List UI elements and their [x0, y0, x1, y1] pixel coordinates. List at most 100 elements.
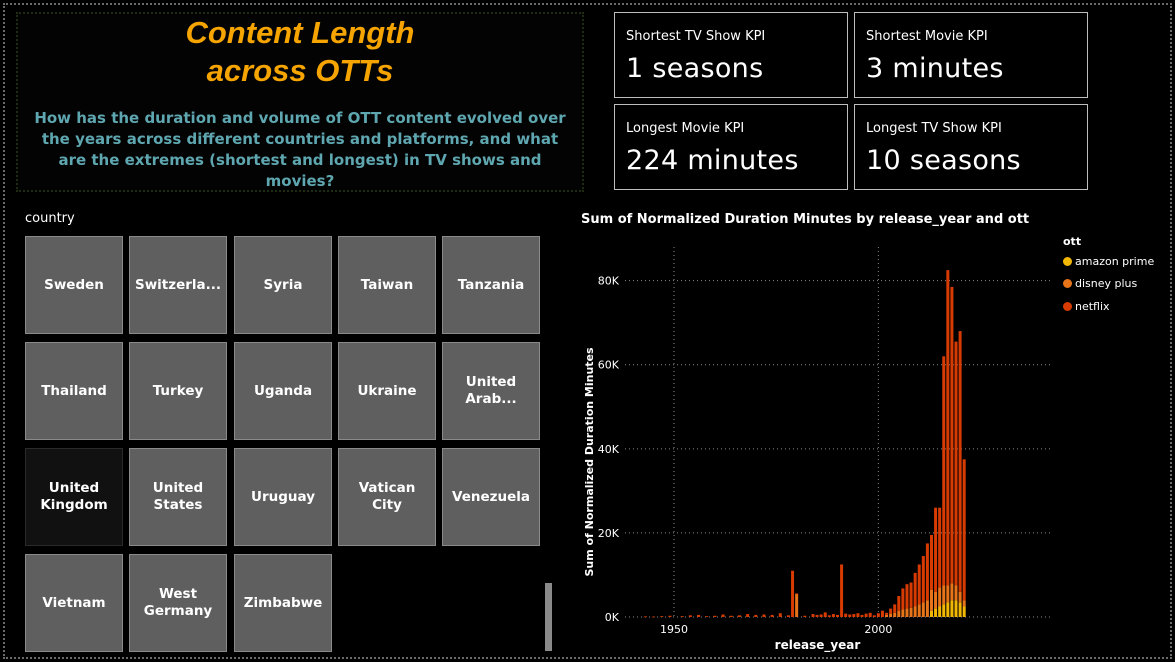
bar-netflix-1988[interactable] [827, 615, 831, 617]
bar-netflix-1994[interactable] [852, 614, 856, 617]
bar-netflix-1985[interactable] [815, 614, 819, 617]
bar-netflix-1999[interactable] [872, 615, 876, 617]
bar-netflix-1949[interactable] [668, 615, 672, 617]
country-tile-thailand[interactable]: Thailand [25, 342, 123, 440]
bar-disney-plus-2019[interactable] [954, 585, 958, 601]
bar-disney-plus-2013[interactable] [929, 589, 933, 611]
bar-netflix-1996[interactable] [860, 614, 864, 617]
bar-netflix-2020[interactable] [958, 331, 962, 592]
legend-item-amazon-prime[interactable]: amazon prime [1063, 255, 1154, 268]
bar-disney-plus-2014[interactable] [934, 591, 938, 609]
bar-disney-plus-1980[interactable] [795, 593, 799, 617]
country-tile-vatican-city[interactable]: Vatican City [338, 448, 436, 546]
bar-netflix-1962[interactable] [721, 614, 725, 617]
bar-netflix-1972[interactable] [762, 614, 766, 617]
country-tile-switzerland[interactable]: Switzerla... [129, 236, 227, 334]
bar-disney-plus-2003[interactable] [889, 613, 893, 617]
country-tile-uruguay[interactable]: Uruguay [234, 448, 332, 546]
bar-netflix-1978[interactable] [786, 615, 790, 617]
bar-netflix-1968[interactable] [746, 614, 750, 617]
bar-netflix-1956[interactable] [697, 614, 701, 617]
bar-amazon-prime-2014[interactable] [934, 608, 938, 617]
kpi-card-shortest-movie[interactable]: Shortest Movie KPI 3 minutes [854, 12, 1088, 98]
bar-netflix-2006[interactable] [901, 588, 905, 610]
bar-netflix-1998[interactable] [868, 612, 872, 617]
bar-netflix-1984[interactable] [811, 614, 815, 617]
bar-netflix-1997[interactable] [864, 613, 868, 617]
country-tile-united-kingdom[interactable]: United Kingdom [25, 448, 123, 546]
bar-netflix-2012[interactable] [925, 543, 929, 601]
country-tile-vietnam[interactable]: Vietnam [25, 554, 123, 652]
bar-disney-plus-2015[interactable] [938, 587, 942, 607]
bar-netflix-1991[interactable] [840, 564, 844, 617]
bar-netflix-1974[interactable] [770, 614, 774, 617]
bar-disney-plus-2009[interactable] [913, 606, 917, 617]
bar-netflix-1980[interactable] [795, 593, 799, 595]
bar-netflix-2013[interactable] [929, 535, 933, 590]
bar-amazon-prime-2018[interactable] [950, 600, 954, 617]
country-tile-taiwan[interactable]: Taiwan [338, 236, 436, 334]
bar-netflix-1993[interactable] [848, 614, 852, 617]
bar-netflix-2019[interactable] [954, 341, 958, 586]
kpi-card-longest-tv-show[interactable]: Longest TV Show KPI 10 seasons [854, 104, 1088, 190]
bar-amazon-prime-2021[interactable] [962, 606, 966, 617]
kpi-card-longest-movie[interactable]: Longest Movie KPI 224 minutes [614, 104, 848, 190]
bar-amazon-prime-2016[interactable] [942, 604, 946, 617]
bar-amazon-prime-2017[interactable] [946, 602, 950, 617]
bar-amazon-prime-2015[interactable] [938, 606, 942, 617]
legend-item-disney-plus[interactable]: disney plus [1063, 277, 1137, 290]
country-tile-sweden[interactable]: Sweden [25, 236, 123, 334]
bar-netflix-1987[interactable] [823, 612, 827, 617]
bar-disney-plus-2011[interactable] [921, 602, 925, 617]
country-tile-zimbabwe[interactable]: Zimbabwe [234, 554, 332, 652]
slicer-scrollbar[interactable] [545, 583, 552, 651]
bar-disney-plus-2006[interactable] [901, 609, 905, 617]
country-tile-syria[interactable]: Syria [234, 236, 332, 334]
bar-netflix-2004[interactable] [893, 604, 897, 613]
bar-netflix-1970[interactable] [754, 614, 758, 617]
country-tile-venezuela[interactable]: Venezuela [442, 448, 540, 546]
bar-netflix-1976[interactable] [778, 613, 782, 617]
bar-netflix-1958[interactable] [705, 616, 709, 617]
bar-netflix-1943[interactable] [643, 616, 647, 618]
bar-disney-plus-2020[interactable] [958, 591, 962, 603]
bar-disney-plus-2016[interactable] [942, 585, 946, 605]
bar-disney-plus-2002[interactable] [885, 614, 889, 617]
bar-netflix-2009[interactable] [913, 572, 917, 607]
bar-netflix-2018[interactable] [950, 286, 954, 584]
bar-disney-plus-2017[interactable] [946, 585, 950, 603]
country-tile-tanzania[interactable]: Tanzania [442, 236, 540, 334]
bar-netflix-2017[interactable] [946, 270, 950, 586]
bar-netflix-2002[interactable] [885, 612, 889, 615]
bar-netflix-1986[interactable] [819, 614, 823, 617]
bar-disney-plus-2008[interactable] [909, 607, 913, 617]
country-tile-ukraine[interactable]: Ukraine [338, 342, 436, 440]
bar-netflix-2001[interactable] [880, 610, 884, 617]
kpi-card-shortest-tv-show[interactable]: Shortest TV Show KPI 1 seasons [614, 12, 848, 98]
bar-netflix-2000[interactable] [876, 613, 880, 617]
country-tile-united-arab-emirates[interactable]: United Arab... [442, 342, 540, 440]
bar-netflix-1990[interactable] [836, 614, 839, 617]
bar-netflix-1945[interactable] [652, 616, 656, 618]
bar-netflix-2003[interactable] [889, 608, 893, 614]
bar-netflix-2008[interactable] [909, 582, 913, 608]
bar-disney-plus-2012[interactable] [925, 600, 929, 617]
bar-disney-plus-2021[interactable] [962, 600, 966, 607]
country-tile-united-states[interactable]: United States [129, 448, 227, 546]
bar-netflix-1947[interactable] [660, 616, 664, 617]
bar-netflix-2010[interactable] [917, 564, 921, 605]
bar-netflix-1995[interactable] [856, 613, 860, 617]
bar-netflix-1954[interactable] [688, 615, 692, 617]
bar-amazon-prime-2013[interactable] [929, 610, 933, 617]
bar-netflix-1952[interactable] [680, 616, 684, 617]
bar-disney-plus-2004[interactable] [893, 612, 897, 617]
bar-netflix-2011[interactable] [921, 556, 925, 603]
bar-netflix-2015[interactable] [938, 507, 942, 588]
bar-disney-plus-2007[interactable] [905, 608, 909, 617]
bar-amazon-prime-2019[interactable] [954, 600, 958, 617]
bar-netflix-1966[interactable] [737, 615, 741, 617]
bar-disney-plus-2018[interactable] [950, 583, 954, 601]
bar-disney-plus-2010[interactable] [917, 604, 921, 617]
bar-disney-plus-2005[interactable] [897, 610, 901, 617]
bar-netflix-1964[interactable] [729, 615, 733, 617]
